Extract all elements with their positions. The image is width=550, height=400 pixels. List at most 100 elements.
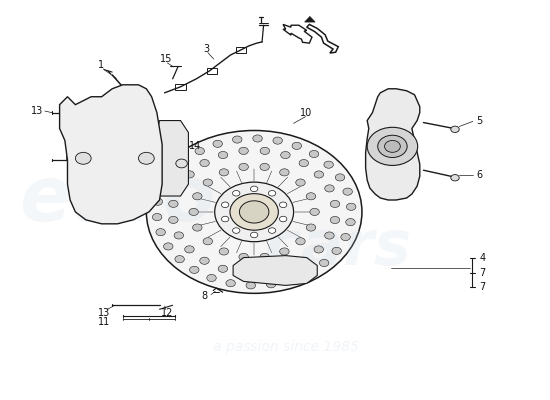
Circle shape	[260, 269, 270, 276]
Circle shape	[233, 228, 240, 233]
Circle shape	[218, 265, 228, 272]
Circle shape	[230, 194, 278, 230]
Circle shape	[239, 201, 269, 223]
Circle shape	[253, 135, 262, 142]
Circle shape	[299, 160, 309, 167]
Circle shape	[200, 257, 209, 264]
Circle shape	[268, 190, 276, 196]
Circle shape	[451, 174, 459, 181]
Circle shape	[266, 281, 276, 288]
Text: 15: 15	[160, 54, 172, 64]
Circle shape	[169, 216, 178, 224]
Circle shape	[324, 232, 334, 239]
Circle shape	[222, 216, 229, 222]
Circle shape	[219, 248, 229, 255]
Text: 3: 3	[204, 44, 210, 54]
Text: 4: 4	[479, 252, 485, 262]
Circle shape	[306, 224, 316, 231]
Circle shape	[239, 147, 248, 154]
Circle shape	[174, 232, 184, 239]
Text: 11: 11	[98, 317, 111, 327]
Circle shape	[286, 276, 295, 284]
Circle shape	[185, 171, 194, 178]
Circle shape	[273, 137, 282, 144]
Circle shape	[139, 152, 154, 164]
Circle shape	[250, 232, 258, 238]
Circle shape	[167, 170, 177, 176]
Text: 13: 13	[30, 106, 43, 116]
Circle shape	[156, 229, 166, 236]
Circle shape	[279, 202, 287, 208]
Polygon shape	[157, 120, 189, 196]
Circle shape	[222, 202, 229, 208]
Circle shape	[306, 193, 316, 200]
Circle shape	[152, 214, 162, 221]
Circle shape	[341, 234, 350, 241]
Circle shape	[346, 203, 356, 210]
Text: 1: 1	[97, 60, 103, 70]
Circle shape	[384, 140, 400, 152]
Circle shape	[192, 224, 202, 231]
Circle shape	[260, 147, 270, 154]
Circle shape	[304, 269, 313, 276]
Circle shape	[296, 238, 305, 245]
Circle shape	[203, 179, 212, 186]
Circle shape	[279, 169, 289, 176]
Circle shape	[260, 253, 270, 260]
Text: 16: 16	[174, 153, 186, 163]
Circle shape	[250, 186, 258, 192]
Circle shape	[190, 266, 199, 274]
Circle shape	[280, 152, 290, 159]
Circle shape	[218, 152, 228, 158]
Circle shape	[153, 198, 163, 205]
Circle shape	[239, 269, 248, 276]
Circle shape	[174, 185, 184, 192]
Circle shape	[146, 130, 362, 293]
Circle shape	[75, 152, 91, 164]
Circle shape	[213, 140, 222, 147]
Circle shape	[367, 127, 417, 166]
Circle shape	[246, 282, 256, 289]
Circle shape	[320, 259, 329, 266]
Circle shape	[207, 274, 216, 282]
Text: 7: 7	[479, 268, 486, 278]
Polygon shape	[233, 256, 317, 286]
Polygon shape	[305, 16, 315, 22]
Text: 14: 14	[189, 141, 201, 151]
Polygon shape	[366, 89, 420, 200]
Circle shape	[192, 193, 202, 200]
Circle shape	[314, 246, 323, 253]
Circle shape	[203, 238, 212, 245]
Circle shape	[219, 169, 229, 176]
Circle shape	[299, 257, 309, 264]
Circle shape	[332, 247, 342, 254]
Circle shape	[279, 216, 287, 222]
Circle shape	[185, 246, 194, 253]
Circle shape	[292, 142, 301, 150]
Circle shape	[176, 159, 188, 168]
Bar	[207, 68, 217, 74]
Circle shape	[179, 157, 189, 164]
Circle shape	[214, 182, 294, 242]
Circle shape	[163, 243, 173, 250]
Circle shape	[324, 161, 333, 168]
Circle shape	[195, 148, 205, 154]
Circle shape	[280, 265, 290, 272]
Text: 7: 7	[479, 282, 486, 292]
Text: 12: 12	[161, 308, 174, 318]
Bar	[236, 47, 246, 53]
Circle shape	[324, 185, 334, 192]
Circle shape	[314, 171, 323, 178]
Circle shape	[310, 208, 320, 216]
Circle shape	[268, 228, 276, 233]
Circle shape	[378, 135, 407, 158]
Text: 5: 5	[476, 116, 482, 126]
Text: 10: 10	[300, 108, 312, 118]
Text: 6: 6	[476, 170, 482, 180]
Text: a passion since 1985: a passion since 1985	[213, 340, 359, 354]
Circle shape	[260, 163, 270, 170]
Circle shape	[233, 136, 242, 143]
Circle shape	[330, 200, 340, 208]
Text: cars: cars	[265, 218, 412, 278]
Circle shape	[239, 253, 249, 260]
